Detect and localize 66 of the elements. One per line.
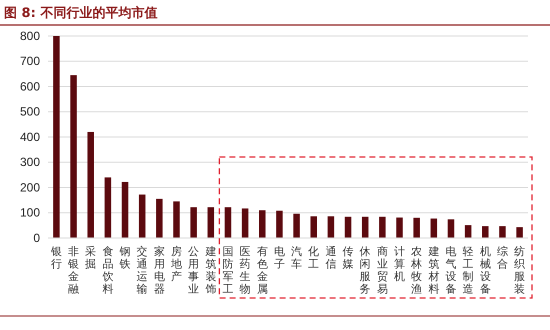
bar xyxy=(122,182,128,238)
x-tick-label: 化工 xyxy=(308,246,320,270)
x-tick-label: 商业贸易 xyxy=(376,245,388,296)
bar xyxy=(362,216,368,238)
x-tick-label: 医药生物 xyxy=(240,246,251,296)
y-tick-label: 0 xyxy=(33,230,40,245)
bar xyxy=(293,214,300,238)
x-tick-label: 传媒 xyxy=(342,246,354,270)
y-tick-label: 700 xyxy=(20,54,40,68)
x-tick-label: 纺织服装 xyxy=(514,245,526,296)
x-tick-label: 食品饮料 xyxy=(101,246,114,296)
y-tick-label: 400 xyxy=(20,130,40,144)
y-tick-label: 100 xyxy=(20,206,40,220)
chart-title: 图 8: 不同行业的平均市值 xyxy=(4,5,158,21)
x-tick-label: 轻工制造 xyxy=(462,246,474,296)
x-tick-label: 公用事业 xyxy=(188,246,200,296)
bar xyxy=(448,219,454,238)
bar xyxy=(208,207,214,238)
x-tick-label: 有色金属 xyxy=(256,246,268,296)
y-tick-label: 800 xyxy=(20,28,40,43)
x-tick-label: 电子 xyxy=(274,245,285,270)
bar xyxy=(379,216,386,238)
y-tick-label: 600 xyxy=(20,79,40,94)
x-tick-label: 房地产 xyxy=(170,245,182,283)
bar xyxy=(464,225,472,238)
x-tick-label: 电气设备 xyxy=(445,245,456,296)
bar xyxy=(276,210,283,238)
x-tick-label: 银行 xyxy=(50,246,62,270)
y-tick-label: 500 xyxy=(20,104,40,119)
x-tick-label: 建筑装饰 xyxy=(204,245,216,296)
bar xyxy=(190,207,197,238)
bar xyxy=(242,208,248,238)
x-tick-label: 汽车 xyxy=(291,246,302,270)
bar xyxy=(70,75,77,238)
x-tick-label: 建筑材料 xyxy=(427,245,440,296)
bar xyxy=(310,216,317,238)
bar xyxy=(87,132,94,238)
bar xyxy=(413,218,420,238)
x-tick-label: 国防军工 xyxy=(222,246,234,296)
bar xyxy=(156,198,163,238)
bar xyxy=(104,177,112,238)
x-tick-label: 采掘 xyxy=(85,245,96,270)
bar xyxy=(259,210,266,238)
x-tick-label: 综合 xyxy=(496,245,508,270)
x-tick-label: 计算机 xyxy=(394,245,406,283)
x-tick-label: 通信 xyxy=(325,245,336,270)
x-tick-label: 家用电器 xyxy=(154,245,165,296)
bar xyxy=(516,227,523,238)
bar xyxy=(499,226,506,238)
y-tick-label: 300 xyxy=(20,155,40,170)
bar xyxy=(138,194,146,238)
x-tick-label: 机械设备 xyxy=(480,246,491,296)
x-tick-label: 交通运输 xyxy=(136,245,148,296)
bar xyxy=(173,201,180,238)
bar xyxy=(224,207,232,238)
bar xyxy=(328,216,334,238)
x-tick-label: 农林牧渔 xyxy=(410,246,422,296)
x-tick-label: 钢铁 xyxy=(118,246,131,270)
bar xyxy=(344,216,352,238)
bar xyxy=(396,218,403,238)
bar xyxy=(53,36,60,238)
bar xyxy=(430,218,438,238)
x-tick-label: 非银金融 xyxy=(67,245,80,296)
bar xyxy=(482,226,489,238)
y-tick-label: 200 xyxy=(20,180,40,194)
x-tick-label: 休闲服务 xyxy=(360,246,371,296)
